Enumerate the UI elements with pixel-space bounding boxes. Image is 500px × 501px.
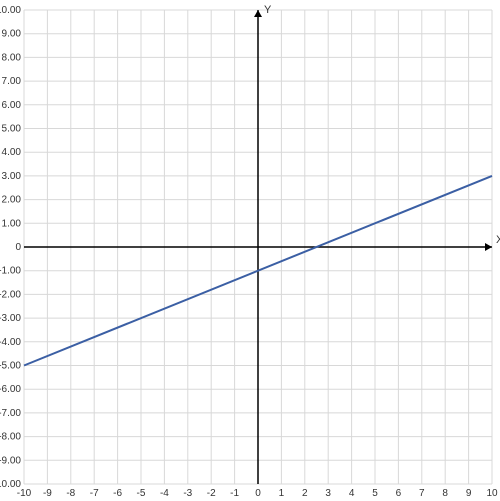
chart-canvas: XY-10-9-8-7-6-5-4-3-2-1012345678910-10.0… (0, 0, 500, 501)
y-tick-label: 2.00 (2, 195, 22, 206)
x-tick-label: -9 (43, 488, 52, 499)
x-tick-label: 5 (372, 488, 378, 499)
x-tick-label: 1 (279, 488, 285, 499)
y-tick-label: 1.00 (2, 218, 22, 229)
y-tick-label: -1.00 (0, 266, 21, 277)
y-tick-label: 8.00 (2, 52, 22, 63)
x-tick-label: 8 (442, 488, 448, 499)
line-chart: XY-10-9-8-7-6-5-4-3-2-1012345678910-10.0… (0, 0, 500, 501)
y-tick-label: -5.00 (0, 361, 21, 372)
y-tick-label: -8.00 (0, 432, 21, 443)
y-axis-label: Y (264, 4, 272, 16)
x-tick-label: -1 (230, 488, 239, 499)
x-tick-label: 10 (486, 488, 498, 499)
y-tick-label: 10.00 (0, 5, 21, 16)
y-tick-label: -2.00 (0, 289, 21, 300)
x-tick-label: -7 (90, 488, 99, 499)
y-tick-label: -6.00 (0, 384, 21, 395)
x-tick-label: -6 (113, 488, 122, 499)
y-tick-label: 3.00 (2, 171, 22, 182)
y-tick-label: 7.00 (2, 76, 22, 87)
x-tick-label: 9 (466, 488, 472, 499)
x-tick-label: 7 (419, 488, 425, 499)
y-tick-label: 4.00 (2, 147, 22, 158)
x-axis-label: X (496, 234, 500, 246)
y-tick-label: -10.00 (0, 479, 21, 490)
y-tick-label: -3.00 (0, 313, 21, 324)
x-tick-label: 2 (302, 488, 308, 499)
y-tick-label: -4.00 (0, 337, 21, 348)
x-tick-label: -3 (183, 488, 192, 499)
y-tick-label: 5.00 (2, 124, 22, 135)
x-tick-label: -8 (66, 488, 75, 499)
x-tick-label: 3 (325, 488, 331, 499)
x-tick-label: 6 (396, 488, 402, 499)
y-tick-label: 6.00 (2, 100, 22, 111)
x-tick-label: -4 (160, 488, 169, 499)
x-tick-label: 4 (349, 488, 355, 499)
x-tick-label: 0 (255, 488, 261, 499)
y-tick-label: 9.00 (2, 29, 22, 40)
x-tick-label: -5 (137, 488, 146, 499)
x-tick-label: -2 (207, 488, 216, 499)
y-tick-label: -7.00 (0, 408, 21, 419)
y-tick-label: 0 (15, 242, 21, 253)
y-tick-label: -9.00 (0, 455, 21, 466)
